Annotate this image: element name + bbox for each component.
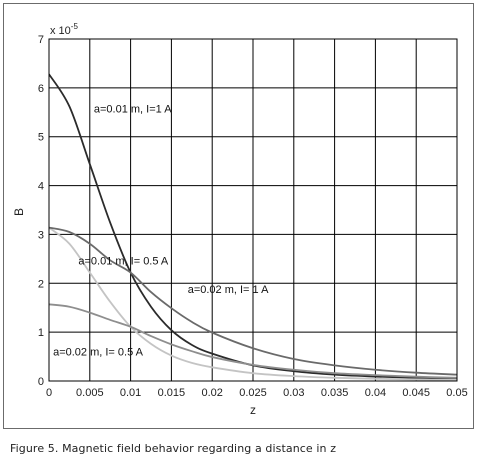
x-tick-labels: 0 0.005 0.01 0.015 0.02 0.025 0.03 0.035 0.04 0.0… bbox=[46, 387, 468, 399]
y-multiplier-label: x 10-5 bbox=[50, 22, 78, 37]
y-tick-label: 2 bbox=[38, 278, 44, 290]
series-annotations: a=0.01 m, I=1 A a=0.01 m, I= 0.5 A a=0.02 … bbox=[53, 103, 269, 358]
y-tick-label: 0 bbox=[38, 376, 44, 388]
x-tick-label: 0.01 bbox=[120, 387, 141, 399]
x-tick-label: 0 bbox=[46, 387, 52, 399]
y-tick-label: 5 bbox=[38, 132, 44, 144]
x-tick-label: 0.03 bbox=[283, 387, 304, 399]
x-tick-label: 0.02 bbox=[201, 387, 222, 399]
y-tick-label: 4 bbox=[38, 181, 44, 193]
x-tick-label: 0.015 bbox=[158, 387, 186, 399]
series-line-2 bbox=[49, 226, 457, 381]
series-line-4 bbox=[49, 303, 457, 379]
y-tick-label: 1 bbox=[38, 327, 44, 339]
figure-frame bbox=[3, 3, 474, 429]
series-lines bbox=[49, 73, 457, 381]
y-tick-label: 6 bbox=[38, 83, 44, 95]
x-tick-label: 0.04 bbox=[365, 387, 386, 399]
series-annotation: a=0.01 m, I= 0.5 A bbox=[78, 256, 169, 268]
grid-lines bbox=[48, 38, 458, 382]
plot-area-border bbox=[48, 38, 458, 382]
x-tick-label: 0.045 bbox=[402, 387, 430, 399]
series-line-3 bbox=[49, 226, 457, 376]
y-axis-label: B bbox=[12, 208, 26, 216]
y-tick-label: 3 bbox=[38, 229, 44, 241]
x-tick-label: 0.05 bbox=[446, 387, 467, 399]
line-chart: 0 0.005 0.01 0.015 0.02 0.025 0.03 0.035 0.04 0.0… bbox=[12, 22, 468, 417]
x-axis-label: z bbox=[250, 403, 256, 417]
y-tick-label: 7 bbox=[38, 34, 44, 46]
figure-caption: Figure 5. Magnetic field behavior regard… bbox=[10, 442, 337, 455]
x-tick-label: 0.035 bbox=[321, 387, 349, 399]
series-annotation: a=0.02 m, I= 1 A bbox=[188, 284, 269, 296]
x-tick-label: 0.025 bbox=[239, 387, 267, 399]
series-annotation: a=0.01 m, I=1 A bbox=[94, 103, 172, 115]
series-line-1 bbox=[49, 73, 457, 380]
x-tick-label: 0.005 bbox=[76, 387, 104, 399]
series-annotation: a=0.02 m, I= 0.5 A bbox=[53, 347, 144, 359]
y-tick-labels: 0 1 2 3 4 5 6 7 bbox=[38, 34, 44, 388]
